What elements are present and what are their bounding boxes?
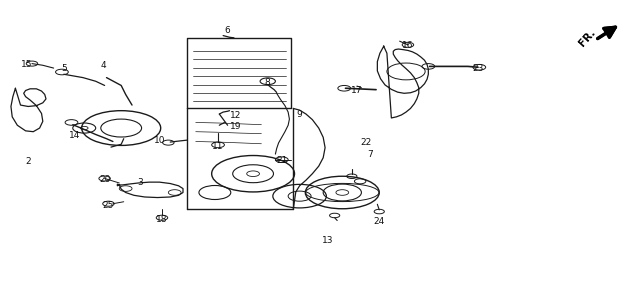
Text: 18: 18: [156, 215, 168, 224]
Text: 7: 7: [367, 151, 372, 159]
Text: 23: 23: [472, 64, 484, 72]
Text: 13: 13: [322, 236, 333, 245]
Text: 15: 15: [21, 60, 33, 69]
Text: 20: 20: [99, 175, 110, 184]
Text: FR.: FR.: [577, 27, 598, 48]
Text: 4: 4: [100, 61, 106, 70]
Text: 2: 2: [26, 156, 31, 166]
Text: 11: 11: [212, 142, 224, 151]
Text: 17: 17: [351, 86, 363, 95]
Text: 21: 21: [276, 156, 287, 165]
Text: 14: 14: [69, 131, 81, 140]
Text: 25: 25: [103, 201, 114, 211]
Text: 19: 19: [230, 122, 242, 130]
Text: 24: 24: [373, 217, 384, 226]
Text: 5: 5: [61, 64, 67, 73]
Text: 10: 10: [154, 136, 165, 145]
Text: 16: 16: [402, 41, 413, 50]
Text: 8: 8: [265, 78, 271, 87]
Text: 6: 6: [225, 26, 230, 35]
Text: 9: 9: [297, 110, 303, 119]
Text: 12: 12: [230, 111, 241, 120]
Text: 22: 22: [360, 138, 371, 147]
Text: 3: 3: [138, 178, 143, 186]
